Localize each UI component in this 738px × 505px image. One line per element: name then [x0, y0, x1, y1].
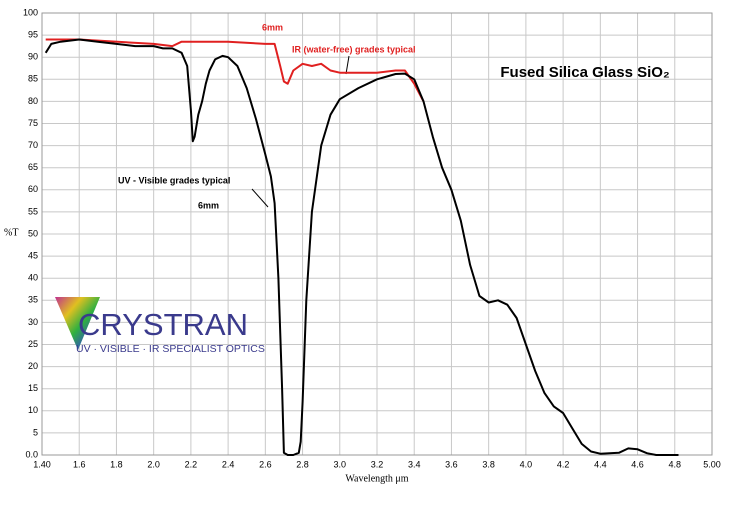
logo-icon	[55, 297, 100, 350]
x-tick-label: 2.4	[222, 459, 235, 469]
y-tick-label: 15	[28, 383, 38, 393]
plot-frame	[41, 12, 713, 456]
x-tick-label: 5.00	[703, 459, 721, 469]
y-tick-label: 10	[28, 405, 38, 415]
x-axis-label: Wavelength μm	[345, 473, 408, 484]
y-axis-label: %T	[4, 227, 18, 238]
annotation: UV - Visible grades typical	[118, 175, 230, 185]
y-tick-label: 90	[28, 52, 38, 62]
x-tick-label: 2.2	[185, 459, 198, 469]
y-tick-label: 85	[28, 74, 38, 84]
x-tick-label: 3.8	[482, 459, 495, 469]
y-tick-label: 25	[28, 339, 38, 349]
x-tick-label: 2.0	[147, 459, 160, 469]
x-tick-label: 1.8	[110, 459, 123, 469]
y-tick-label: 45	[28, 250, 38, 260]
y-tick-label: 35	[28, 295, 38, 305]
y-tick-label: 80	[28, 96, 38, 106]
y-tick-label: 75	[28, 118, 38, 128]
y-tick-label: 95	[28, 29, 38, 39]
y-tick-label: 65	[28, 162, 38, 172]
y-tick-label: 0.0	[25, 449, 38, 459]
x-tick-label: 3.2	[371, 459, 384, 469]
x-tick-label: 2.6	[259, 459, 272, 469]
x-tick-label: 3.4	[408, 459, 421, 469]
x-tick-label: 4.8	[669, 459, 682, 469]
annotation: 6mm	[262, 22, 283, 32]
x-tick-label: 4.6	[631, 459, 644, 469]
x-tick-label: 4.0	[520, 459, 533, 469]
annotation: IR (water-free) grades typical	[292, 44, 416, 54]
x-tick-label: 1.6	[73, 459, 86, 469]
y-tick-label: 20	[28, 361, 38, 371]
series-line	[45, 38, 425, 102]
y-tick-label: 40	[28, 273, 38, 283]
x-tick-label: 3.0	[334, 459, 347, 469]
annotation-arrow	[251, 188, 269, 208]
y-tick-label: 70	[28, 140, 38, 150]
y-tick-label: 60	[28, 184, 38, 194]
x-tick-label: 2.8	[296, 459, 309, 469]
annotation: 6mm	[198, 200, 219, 210]
y-tick-label: 30	[28, 317, 38, 327]
x-tick-label: 4.2	[557, 459, 570, 469]
y-tick-label: 50	[28, 228, 38, 238]
logo-name: CRYSTRAN	[78, 307, 248, 342]
chart-title: Fused Silica Glass SiO₂	[500, 64, 669, 81]
annotation-arrow	[345, 55, 350, 75]
y-tick-label: 100	[23, 7, 38, 17]
x-tick-label: 3.6	[445, 459, 458, 469]
y-tick-label: 55	[28, 206, 38, 216]
series-line	[44, 38, 679, 456]
y-tick-label: 5	[33, 427, 38, 437]
x-tick-label: 4.4	[594, 459, 607, 469]
logo-tagline: UV · VISIBLE · IR SPECIALIST OPTICS	[76, 343, 265, 355]
x-tick-label: 1.40	[33, 459, 51, 469]
